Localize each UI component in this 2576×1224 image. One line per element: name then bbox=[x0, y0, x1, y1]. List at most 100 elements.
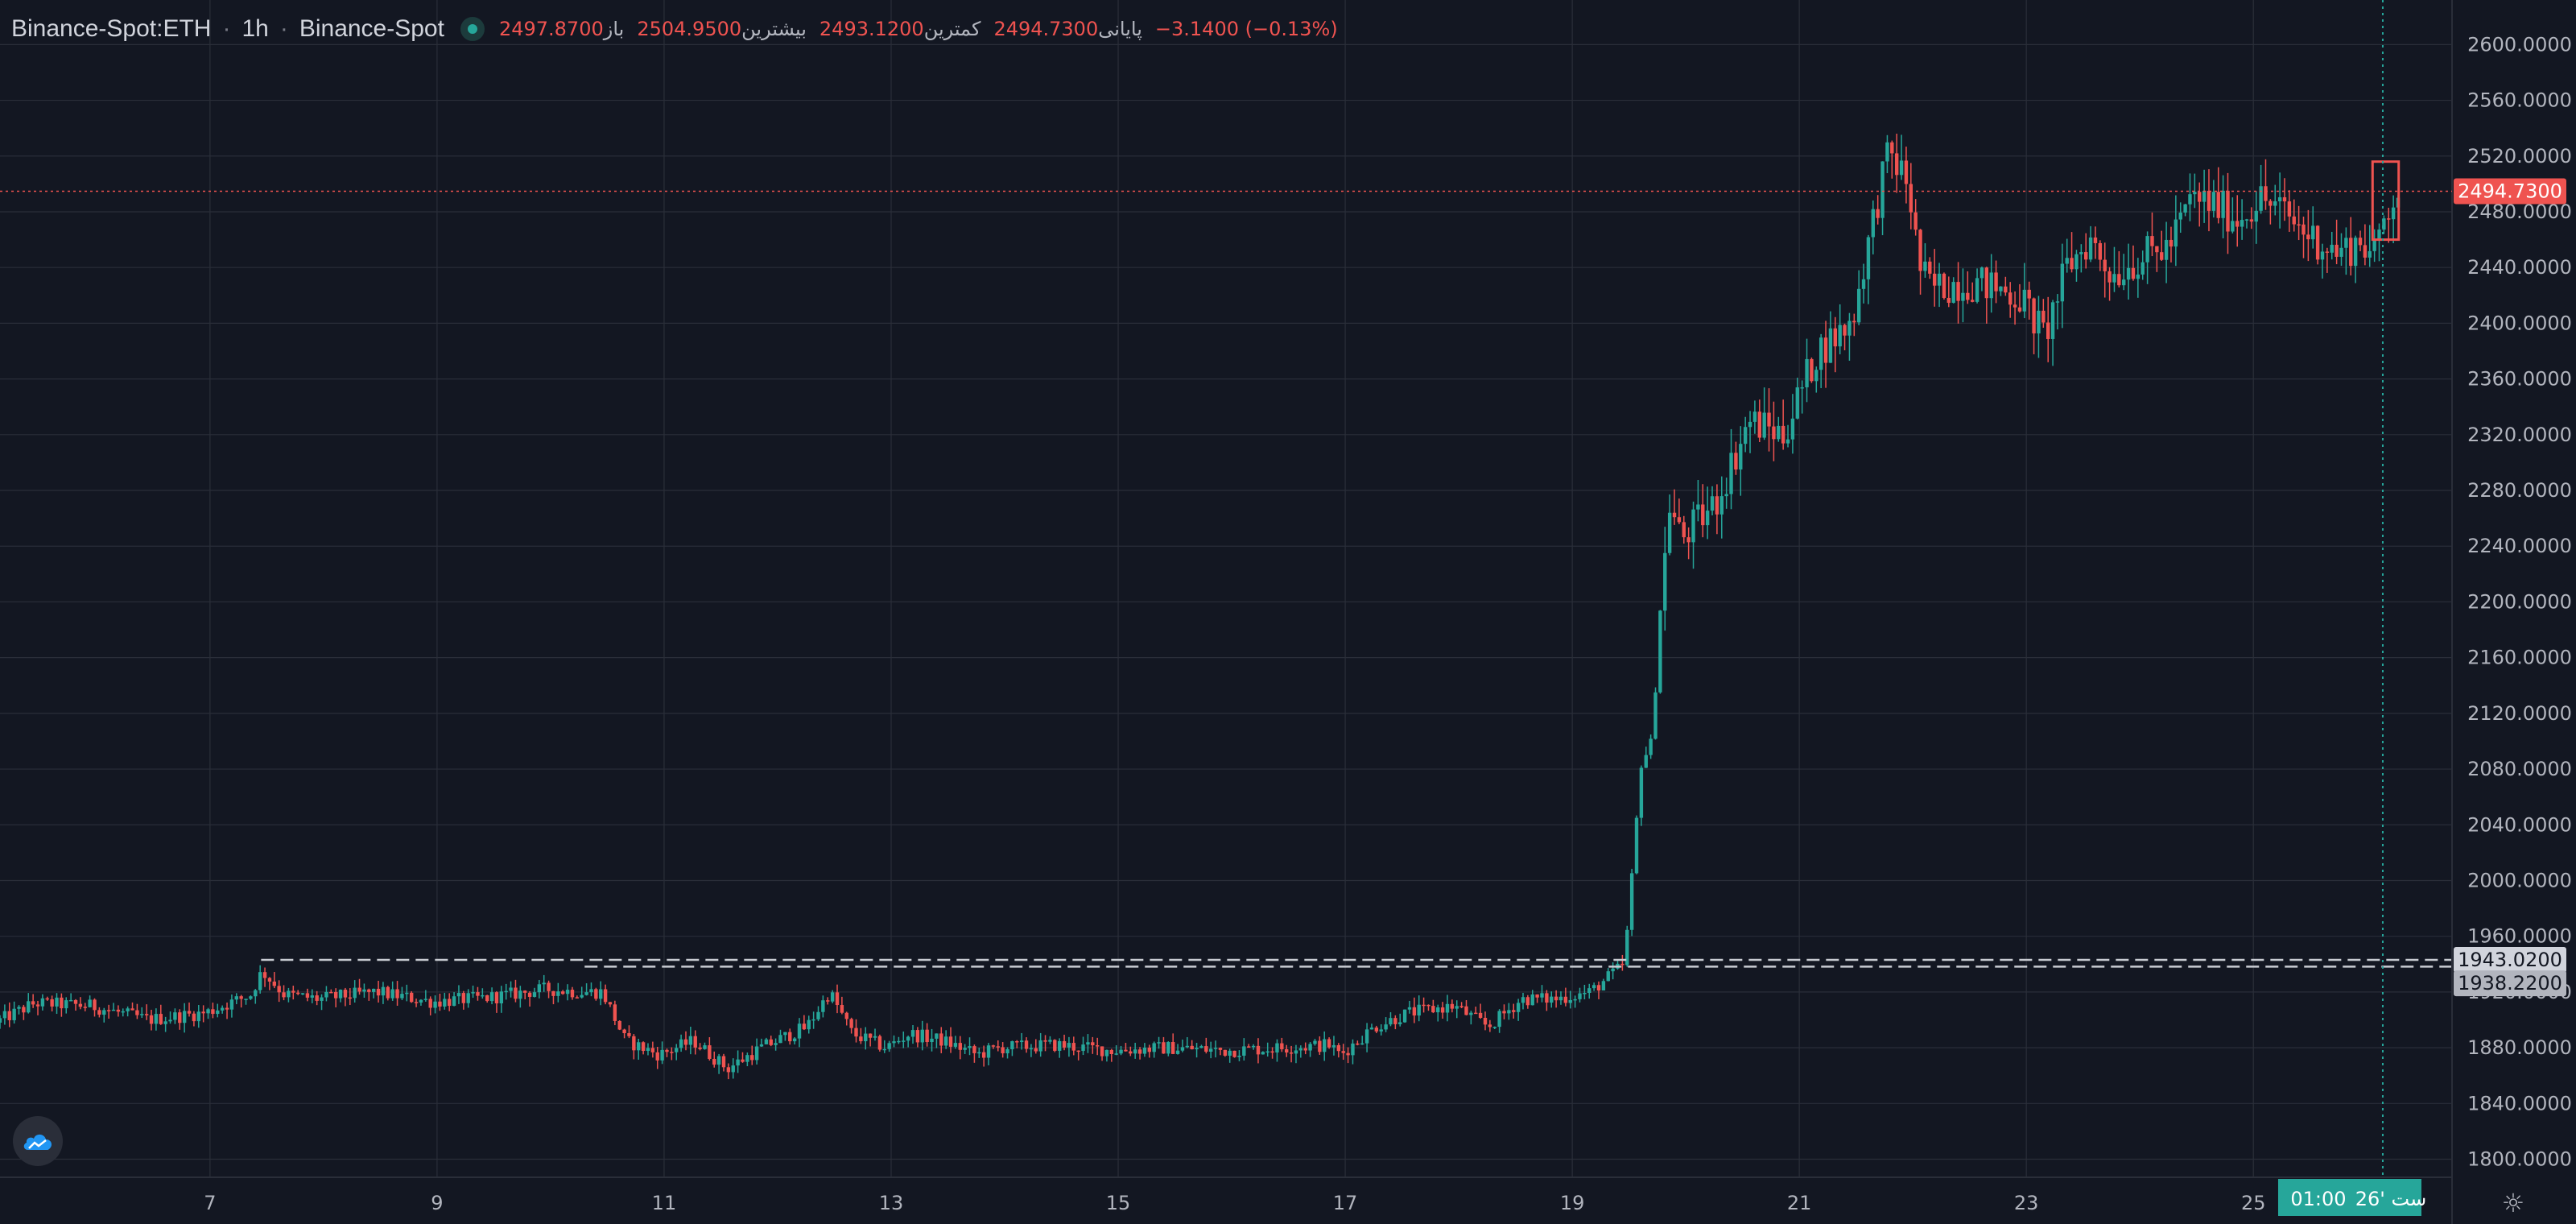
price-tick-label: 2040.0000 bbox=[2467, 813, 2572, 836]
candle-body bbox=[1162, 1042, 1166, 1054]
candle-body bbox=[1540, 993, 1544, 998]
candles bbox=[0, 133, 2401, 1080]
price-tick-label: 2560.0000 bbox=[2467, 89, 2572, 112]
candle-body bbox=[1086, 1042, 1090, 1045]
candle-body bbox=[78, 1003, 83, 1007]
candle-body bbox=[816, 1011, 820, 1019]
candle-body bbox=[2249, 219, 2254, 222]
candle-body bbox=[2174, 219, 2178, 247]
candle-body bbox=[1596, 985, 1601, 990]
gear-icon[interactable]: ☼ bbox=[2501, 1188, 2525, 1218]
candle-body bbox=[920, 1029, 924, 1043]
candle-body bbox=[1469, 1012, 1473, 1015]
candle-body bbox=[1942, 273, 1946, 298]
price-tick-label: 2520.0000 bbox=[2467, 145, 2572, 167]
candle-body bbox=[821, 1000, 825, 1012]
candle-body bbox=[1436, 1007, 1440, 1013]
candle-body bbox=[608, 1002, 613, 1005]
candle-body bbox=[1327, 1039, 1331, 1048]
candle-body bbox=[807, 1019, 811, 1030]
candle-body bbox=[2122, 279, 2126, 286]
plot-area[interactable] bbox=[0, 0, 2452, 1177]
candle-body bbox=[2060, 263, 2065, 302]
candle-body bbox=[1005, 1048, 1009, 1054]
candle-body bbox=[1748, 421, 1752, 428]
candle-body bbox=[1979, 267, 1984, 279]
candle-body bbox=[2160, 252, 2164, 260]
candle-body bbox=[910, 1030, 915, 1037]
candle-body bbox=[925, 1029, 929, 1043]
candle-body bbox=[461, 993, 466, 1003]
candle-body bbox=[599, 989, 603, 999]
candle-body bbox=[50, 999, 54, 1007]
candle-body bbox=[111, 1009, 116, 1011]
candle-body bbox=[1521, 997, 1525, 1003]
candle-body bbox=[452, 996, 456, 1007]
candle-body bbox=[2211, 192, 2216, 211]
candle-body bbox=[2155, 246, 2159, 253]
candle-body bbox=[2353, 238, 2358, 267]
candle-body bbox=[1563, 996, 1568, 1003]
candle-body bbox=[1715, 496, 1719, 515]
candle-body bbox=[1800, 387, 1804, 389]
candle-body bbox=[1232, 1050, 1236, 1057]
candle-body bbox=[154, 1014, 159, 1024]
candle-body bbox=[693, 1036, 697, 1048]
market-status-icon[interactable] bbox=[460, 17, 485, 41]
candle-body bbox=[594, 989, 598, 999]
ohlc-values: 2497.8700باز 2504.9500بیشترین 2493.1200ک… bbox=[499, 18, 1338, 40]
price-tick-label: 2080.0000 bbox=[2467, 758, 2572, 780]
candle-body bbox=[1019, 1040, 1024, 1043]
candle-body bbox=[1871, 209, 1876, 238]
candle-body bbox=[835, 992, 840, 1006]
candle-body bbox=[708, 1045, 712, 1059]
candle-body bbox=[1379, 1029, 1383, 1032]
candle-body bbox=[17, 1007, 21, 1009]
candle-body bbox=[859, 1036, 863, 1041]
price-tick-label: 2200.0000 bbox=[2467, 590, 2572, 613]
candle-body bbox=[1658, 610, 1662, 693]
candle-body bbox=[419, 999, 423, 1003]
candle-body bbox=[2268, 201, 2273, 206]
candle-body bbox=[935, 1033, 939, 1039]
candle-body bbox=[1946, 297, 1951, 304]
candle-body bbox=[537, 984, 542, 993]
candle-body bbox=[1024, 1040, 1029, 1049]
candle-body bbox=[1975, 278, 1979, 302]
candle-body bbox=[31, 1001, 35, 1005]
price-tick-label: 1960.0000 bbox=[2467, 925, 2572, 948]
candle-body bbox=[1185, 1045, 1190, 1048]
candle-body bbox=[362, 989, 366, 992]
candle-body bbox=[1894, 153, 1899, 176]
candle-body bbox=[745, 1055, 749, 1062]
candle-body bbox=[797, 1023, 802, 1039]
candle-body bbox=[423, 999, 428, 1000]
candle-body bbox=[1313, 1040, 1317, 1044]
candle-body bbox=[1961, 292, 1965, 301]
candle-body bbox=[1095, 1045, 1100, 1047]
candle-body bbox=[2216, 192, 2220, 218]
tradingview-logo-icon[interactable] bbox=[13, 1116, 63, 1166]
candle-body bbox=[1545, 993, 1549, 1003]
candle-body bbox=[1739, 444, 1743, 470]
candle-body bbox=[565, 990, 570, 994]
candle-body bbox=[1218, 1048, 1223, 1050]
candle-body bbox=[1937, 273, 1942, 286]
candle-body bbox=[329, 991, 333, 994]
candle-body bbox=[726, 1067, 731, 1073]
candle-body bbox=[1407, 1007, 1412, 1010]
candle-body bbox=[2193, 192, 2197, 195]
candle-body bbox=[1833, 328, 1837, 347]
candle-body bbox=[1785, 439, 1790, 444]
price-tick-label: 2240.0000 bbox=[2467, 535, 2572, 557]
candle-body bbox=[1762, 412, 1766, 438]
symbol-name[interactable]: Binance-Spot:ETH bbox=[11, 15, 212, 42]
candle-body bbox=[1989, 272, 1993, 299]
candle-body bbox=[556, 991, 560, 996]
candle-body bbox=[1909, 184, 1913, 213]
interval-label[interactable]: 1h bbox=[242, 15, 269, 42]
candle-body bbox=[802, 1023, 807, 1030]
candle-body bbox=[1104, 1049, 1109, 1057]
candle-body bbox=[381, 986, 386, 996]
